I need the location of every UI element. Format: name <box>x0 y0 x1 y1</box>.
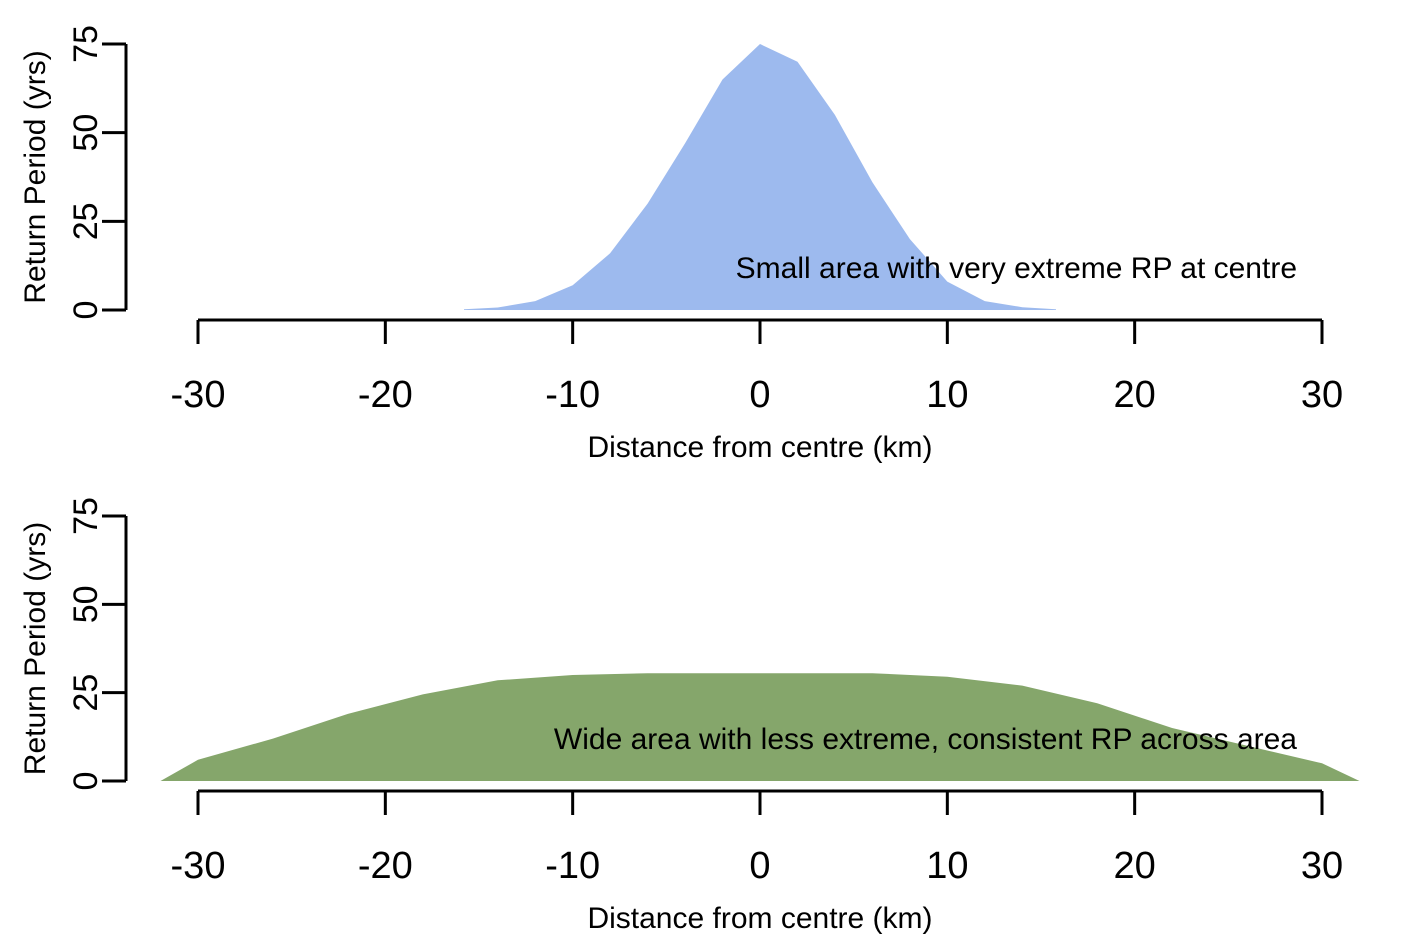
return-period-area <box>464 44 1056 310</box>
y-tick-label: 0 <box>67 772 105 791</box>
x-tick-label: 10 <box>926 374 968 416</box>
x-tick-label: -10 <box>545 374 600 416</box>
x-axis: -30 -20 -10 0 10 20 30 <box>171 318 1343 416</box>
y-tick-label: 25 <box>67 202 105 240</box>
x-tick-label: 0 <box>749 845 770 887</box>
x-tick-label: 10 <box>926 845 968 887</box>
y-tick-label: 50 <box>67 114 105 152</box>
x-tick-label: 30 <box>1301 845 1343 887</box>
x-axis: -30 -20 -10 0 10 20 30 <box>171 789 1343 887</box>
x-tick-label: -20 <box>358 374 413 416</box>
return-period-area <box>160 673 1360 781</box>
y-tick-label: 75 <box>67 25 105 63</box>
y-tick-label: 50 <box>67 585 105 623</box>
x-axis-title: Distance from centre (km) <box>587 902 932 935</box>
x-tick-label: 30 <box>1301 374 1343 416</box>
area-annotation: Wide area with less extreme, consistent … <box>554 723 1297 756</box>
y-tick-label: 25 <box>67 674 105 712</box>
x-tick-label: -10 <box>545 845 600 887</box>
x-tick-label: -20 <box>358 845 413 887</box>
y-tick-label: 75 <box>67 497 105 535</box>
y-axis: 0 25 50 75 <box>67 497 128 791</box>
y-tick-label: 0 <box>67 301 105 320</box>
x-axis-title: Distance from centre (km) <box>587 431 932 464</box>
area-annotation: Small area with very extreme RP at centr… <box>736 252 1297 285</box>
x-tick-label: 20 <box>1114 845 1156 887</box>
y-axis-title: Return Period (yrs) <box>19 522 52 775</box>
x-tick-label: -30 <box>171 374 226 416</box>
x-tick-label: 20 <box>1114 374 1156 416</box>
chart-panel-bottom: 0 25 50 75 -30 -20 -10 0 10 20 30 Wide area with … <box>19 497 1360 935</box>
x-tick-label: 0 <box>749 374 770 416</box>
y-axis-title: Return Period (yrs) <box>19 50 52 303</box>
x-tick-label: -30 <box>171 845 226 887</box>
chart-panel-top: 0 25 50 75 -30 -20 -10 0 10 20 30 Small area with… <box>19 25 1343 464</box>
y-axis: 0 25 50 75 <box>67 25 128 320</box>
